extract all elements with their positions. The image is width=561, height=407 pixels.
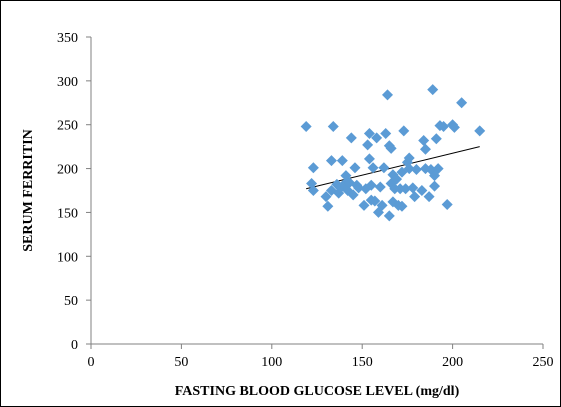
data-point: [376, 199, 388, 211]
data-point: [362, 139, 374, 151]
axes-group: 0 50 100 150 200 250 300 350 0 50 100 150 200 250: [57, 31, 554, 370]
data-point: [307, 162, 319, 174]
data-point: [349, 162, 361, 174]
data-point: [382, 89, 394, 101]
data-point: [423, 191, 435, 203]
data-point: [448, 121, 460, 133]
data-point: [438, 120, 450, 132]
y-tick-label: 300: [57, 75, 78, 90]
data-point: [409, 191, 421, 203]
data-point: [474, 125, 486, 137]
data-point: [430, 133, 442, 145]
data-point: [416, 185, 428, 196]
data-point: [363, 153, 375, 165]
data-point: [369, 195, 381, 207]
y-tick-label: 150: [57, 206, 78, 221]
data-point: [385, 142, 397, 154]
data-point: [365, 179, 377, 191]
data-point: [418, 135, 430, 147]
y-tick-label: 350: [57, 31, 78, 46]
y-tick-label: 250: [57, 119, 78, 134]
y-tick-label: 50: [64, 294, 78, 309]
data-point: [427, 84, 439, 96]
data-point: [403, 152, 415, 164]
x-tick-label: 100: [261, 355, 282, 370]
data-point: [383, 210, 395, 222]
x-tick-label: 0: [88, 355, 95, 370]
data-point: [407, 182, 419, 194]
data-point: [403, 163, 415, 175]
data-point: [307, 185, 319, 196]
x-tick-label: 150: [352, 355, 373, 370]
y-axis-title: SERUM FERRITIN: [21, 129, 36, 252]
data-point: [367, 162, 379, 174]
data-point: [378, 162, 390, 174]
points-group: [300, 84, 486, 222]
data-point: [410, 163, 422, 175]
y-tick-label: 100: [57, 250, 78, 265]
data-point: [429, 180, 441, 192]
y-tick-label: 0: [71, 338, 78, 353]
data-point: [432, 163, 444, 175]
data-point: [419, 143, 431, 155]
data-point: [380, 127, 392, 139]
data-point: [456, 97, 468, 109]
x-axis-title: FASTING BLOOD GLUCOSE LEVEL (mg/dl): [175, 384, 460, 399]
data-point: [358, 199, 370, 211]
data-point: [327, 120, 339, 132]
data-point: [363, 127, 375, 139]
data-point: [391, 173, 403, 185]
data-point: [300, 120, 312, 132]
x-tick-label: 200: [442, 355, 463, 370]
data-point: [320, 191, 332, 203]
x-tick-label: 50: [174, 355, 188, 370]
data-point: [347, 189, 359, 201]
data-point: [345, 132, 357, 144]
data-point: [322, 200, 334, 212]
data-point: [396, 200, 408, 212]
data-point: [336, 155, 348, 167]
x-tick-label: 250: [533, 355, 554, 370]
data-point: [374, 181, 386, 193]
data-point: [371, 132, 383, 144]
data-point: [353, 182, 365, 194]
data-point: [325, 155, 337, 167]
data-point: [441, 199, 453, 211]
y-tick-label: 200: [57, 163, 78, 178]
data-point: [400, 183, 412, 195]
data-point: [398, 125, 410, 137]
